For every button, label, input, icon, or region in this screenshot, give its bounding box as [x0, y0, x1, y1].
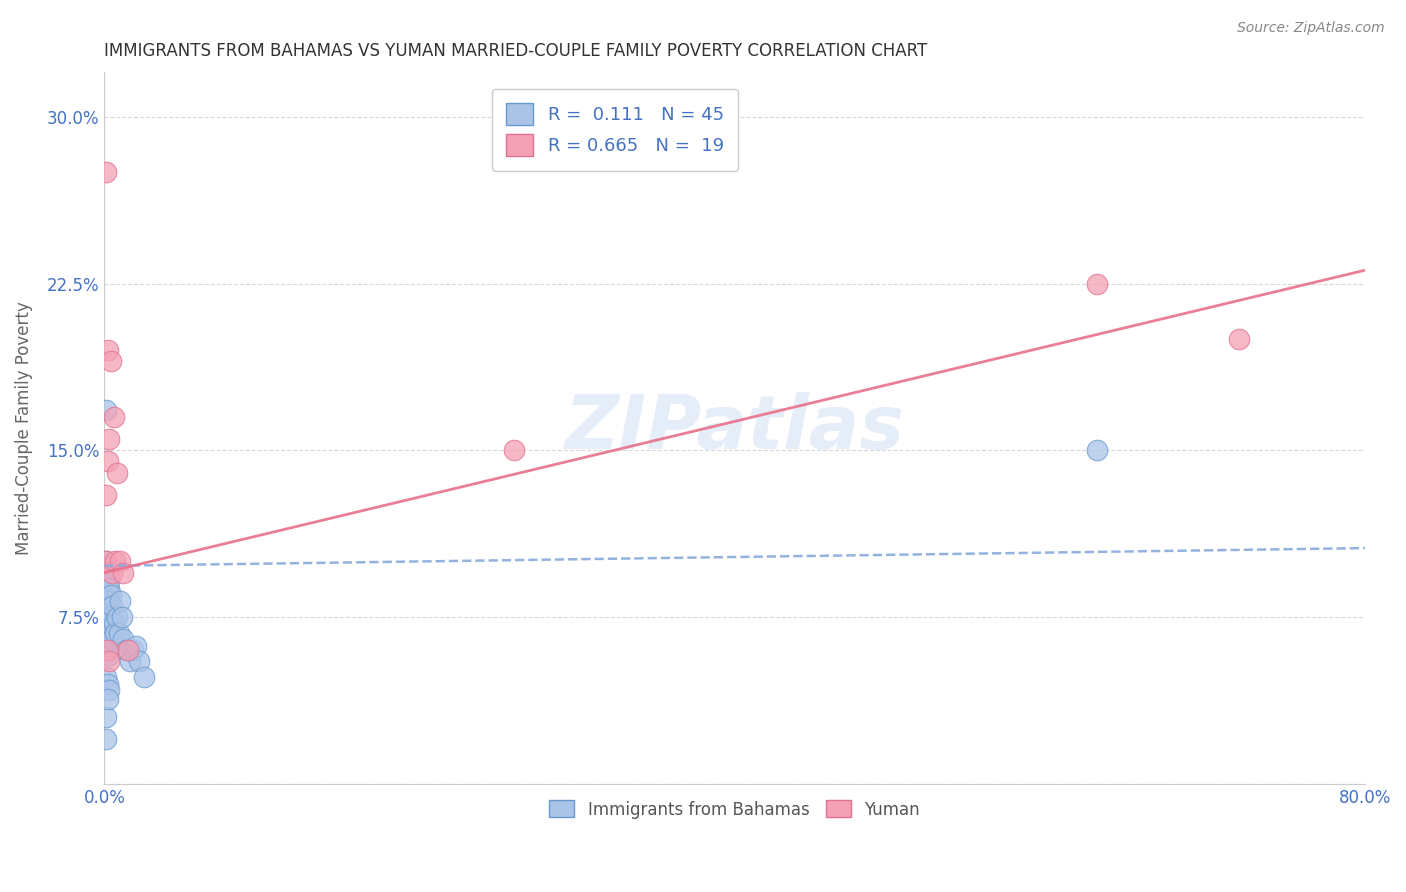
- Legend: Immigrants from Bahamas, Yuman: Immigrants from Bahamas, Yuman: [543, 794, 927, 825]
- Point: [105, 610, 128, 624]
- Point: [112, 566, 135, 580]
- Point: [103, 409, 125, 424]
- Point: [101, 632, 124, 647]
- Point: [96, 643, 118, 657]
- Point: [117, 643, 139, 657]
- Point: [98, 655, 121, 669]
- Point: [105, 466, 128, 480]
- Point: [96, 454, 118, 468]
- Point: [94, 403, 117, 417]
- Point: [112, 632, 135, 647]
- Point: [100, 354, 122, 368]
- Point: [96, 576, 118, 591]
- Point: [94, 710, 117, 724]
- Point: [1227, 332, 1250, 346]
- Point: [96, 676, 118, 690]
- Point: [96, 566, 118, 580]
- Point: [96, 692, 118, 706]
- Text: IMMIGRANTS FROM BAHAMAS VS YUMAN MARRIED-COUPLE FAMILY POVERTY CORRELATION CHART: IMMIGRANTS FROM BAHAMAS VS YUMAN MARRIED…: [104, 42, 928, 60]
- Point: [98, 648, 121, 662]
- Point: [111, 610, 134, 624]
- Point: [94, 588, 117, 602]
- Point: [98, 683, 121, 698]
- Point: [104, 625, 127, 640]
- Point: [94, 576, 117, 591]
- Point: [94, 165, 117, 179]
- Point: [1085, 443, 1108, 458]
- Point: [503, 443, 526, 458]
- Point: [1085, 277, 1108, 291]
- Point: [96, 616, 118, 631]
- Point: [94, 599, 117, 613]
- Point: [96, 639, 118, 653]
- Point: [100, 610, 122, 624]
- Point: [96, 343, 118, 358]
- Point: [96, 588, 118, 602]
- Point: [94, 621, 117, 635]
- Point: [98, 594, 121, 608]
- Point: [94, 670, 117, 684]
- Point: [98, 572, 121, 586]
- Point: [94, 554, 117, 568]
- Point: [100, 639, 122, 653]
- Point: [94, 566, 117, 580]
- Point: [98, 432, 121, 446]
- Point: [107, 625, 129, 640]
- Point: [94, 732, 117, 747]
- Point: [100, 588, 122, 602]
- Point: [101, 599, 124, 613]
- Point: [94, 643, 117, 657]
- Point: [115, 643, 138, 657]
- Y-axis label: Married-Couple Family Poverty: Married-Couple Family Poverty: [15, 301, 32, 555]
- Point: [103, 616, 125, 631]
- Point: [96, 599, 118, 613]
- Point: [132, 670, 155, 684]
- Point: [108, 554, 131, 568]
- Point: [98, 625, 121, 640]
- Point: [94, 554, 117, 568]
- Text: ZIPatlas: ZIPatlas: [565, 392, 904, 465]
- Point: [101, 566, 124, 580]
- Point: [98, 581, 121, 595]
- Point: [118, 655, 141, 669]
- Text: Source: ZipAtlas.com: Source: ZipAtlas.com: [1237, 21, 1385, 36]
- Point: [104, 554, 127, 568]
- Point: [94, 488, 117, 502]
- Point: [121, 643, 143, 657]
- Point: [98, 610, 121, 624]
- Point: [108, 594, 131, 608]
- Point: [125, 639, 148, 653]
- Point: [128, 655, 150, 669]
